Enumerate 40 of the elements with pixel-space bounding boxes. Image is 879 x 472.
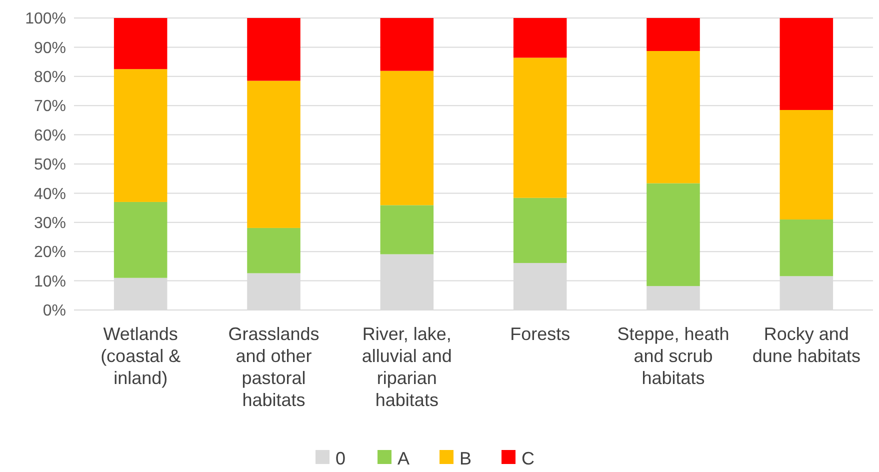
bar — [247, 18, 300, 81]
x-tick-label: Wetlands (coastal & inland) — [100, 324, 181, 388]
bar — [780, 110, 834, 220]
bar — [646, 183, 700, 286]
y-tick-label: 50% — [34, 156, 66, 174]
x-tick-label: Grasslands and other pastoral habitats — [228, 324, 320, 410]
bar — [247, 80, 300, 228]
legend-label: A — [398, 448, 410, 468]
bar — [780, 219, 834, 276]
legend-label: 0 — [336, 448, 346, 468]
bar — [114, 202, 168, 278]
y-tick-label: 90% — [34, 40, 66, 57]
x-tick-label: Steppe, heath and scrub habitats — [617, 324, 730, 388]
bar — [513, 198, 567, 263]
bar — [114, 18, 168, 70]
legend-label: B — [460, 448, 472, 468]
y-tick-label: 60% — [34, 127, 66, 144]
y-tick-label: 20% — [34, 244, 66, 262]
bar — [380, 205, 434, 254]
x-tick-label: River, lake, alluvial and riparian habitats — [362, 324, 452, 410]
y-tick-label: 30% — [34, 215, 66, 232]
bar — [513, 18, 567, 58]
bar — [646, 286, 700, 310]
bar — [646, 50, 700, 184]
y-tick-label: 40% — [34, 186, 66, 203]
y-tick-label: 70% — [34, 98, 66, 116]
legend-label: C — [522, 448, 534, 468]
bar — [380, 18, 434, 71]
y-tick-label: 10% — [34, 273, 66, 290]
bar — [114, 69, 168, 202]
bar — [380, 70, 434, 206]
bar — [247, 228, 300, 274]
x-tick-label: Rocky and dune habitats — [752, 324, 860, 366]
bar — [513, 58, 567, 198]
y-tick-label: 100% — [25, 10, 66, 28]
y-tick-label: 0% — [42, 302, 66, 320]
y-tick-label: 80% — [34, 69, 66, 86]
bar — [646, 18, 700, 51]
x-tick-label: Forests — [510, 324, 570, 344]
bar — [780, 18, 834, 110]
